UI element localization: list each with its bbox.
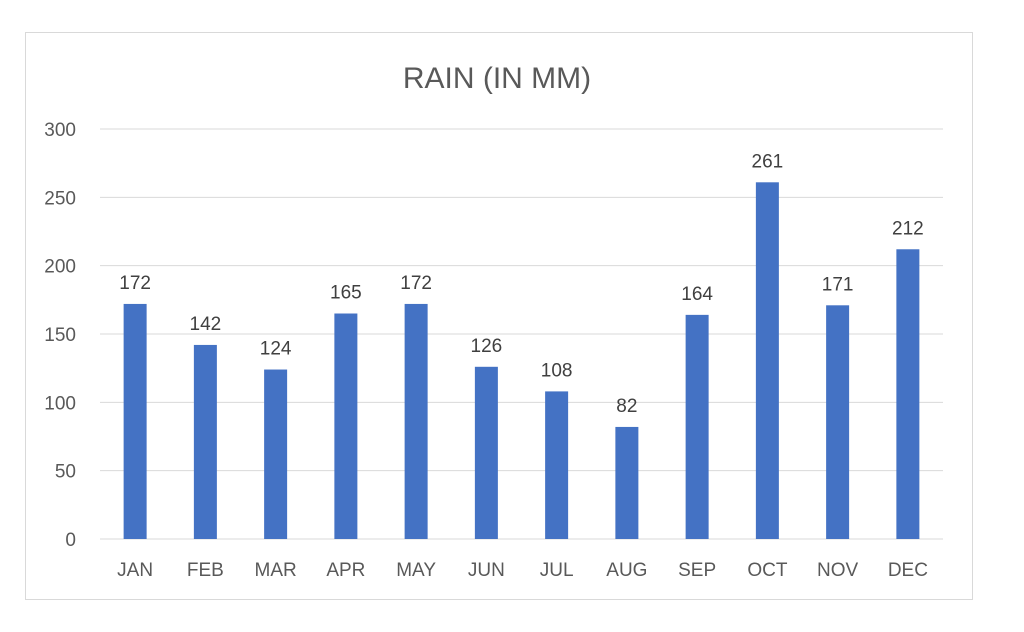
x-tick-label-feb: FEB (187, 560, 224, 581)
y-tick-label: 50 (55, 462, 76, 483)
bar-jun (474, 366, 498, 539)
x-tick-label-apr: APR (326, 560, 365, 581)
data-label-jun: 126 (471, 336, 503, 357)
bar-oct (755, 182, 779, 540)
data-label-sep: 164 (681, 284, 713, 305)
y-tick-label: 200 (44, 257, 76, 278)
y-tick-label: 0 (65, 530, 76, 551)
x-tick-label-jan: JAN (117, 560, 153, 581)
x-tick-label-nov: NOV (817, 560, 859, 581)
bar-feb (193, 344, 217, 539)
y-tick-label: 100 (44, 393, 76, 414)
data-label-jan: 172 (119, 273, 151, 294)
chart-title: RAIN (IN MM) (403, 62, 591, 95)
bar-jan (123, 303, 147, 539)
data-label-jul: 108 (541, 360, 573, 381)
data-labels: 172 142 124 165 172 126 108 82 164 261 171 212 (119, 151, 923, 417)
bar-jul (545, 391, 569, 539)
y-tick-label: 150 (44, 325, 76, 346)
bar-apr (334, 313, 358, 539)
y-tick-label: 300 (44, 120, 76, 141)
data-label-apr: 165 (330, 283, 362, 304)
data-label-nov: 171 (822, 274, 854, 295)
y-axis-tick-labels: 0 50 100 150 200 250 300 (44, 120, 76, 551)
x-tick-label-dec: DEC (888, 560, 928, 581)
data-label-mar: 124 (260, 339, 292, 360)
bars (123, 182, 920, 540)
data-label-may: 172 (400, 273, 432, 294)
chart-area (25, 32, 973, 600)
x-axis-tick-labels: JAN FEB MAR APR MAY JUN JUL AUG SEP OCT NOV DEC (117, 560, 928, 581)
bar-sep (685, 314, 709, 539)
bar-dec (896, 249, 920, 539)
x-tick-label-aug: AUG (606, 560, 647, 581)
data-label-dec: 212 (892, 218, 924, 239)
data-label-aug: 82 (616, 396, 637, 417)
bar-nov (826, 305, 850, 539)
x-tick-label-sep: SEP (678, 560, 716, 581)
bar-may (404, 303, 428, 539)
bar-aug (615, 426, 639, 539)
x-tick-label-mar: MAR (255, 560, 297, 581)
gridlines (100, 128, 943, 540)
x-tick-label-may: MAY (396, 560, 436, 581)
x-tick-label-jun: JUN (468, 560, 505, 581)
y-tick-label: 250 (44, 188, 76, 209)
data-label-feb: 142 (190, 314, 222, 335)
data-label-oct: 261 (752, 151, 784, 172)
x-tick-label-jul: JUL (540, 560, 574, 581)
bar-mar (264, 369, 288, 539)
x-tick-label-oct: OCT (747, 560, 788, 581)
